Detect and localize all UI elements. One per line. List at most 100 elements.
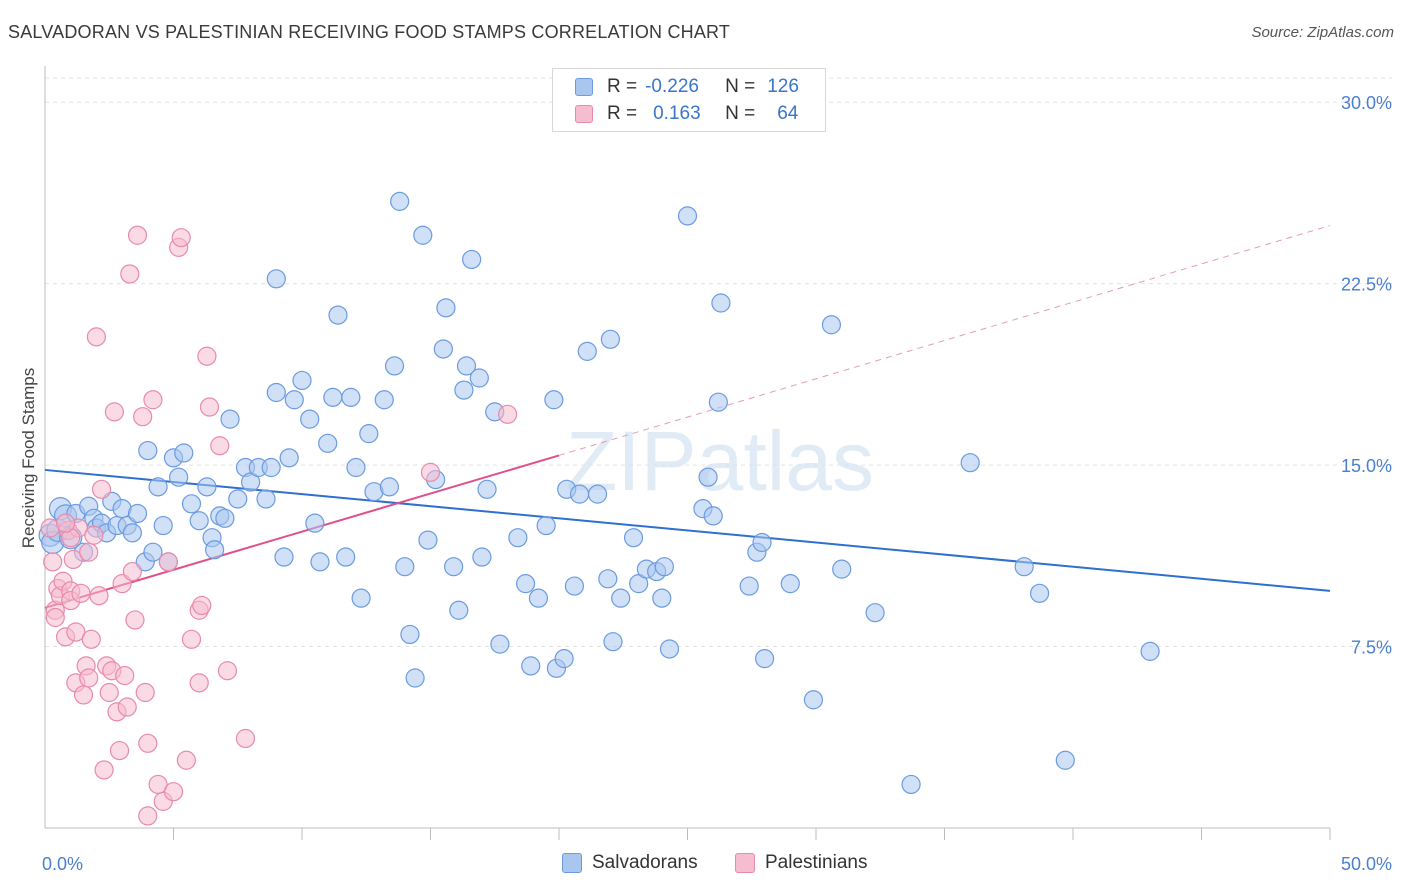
point-palestinians: [99, 682, 119, 703]
point-salvadorans: [1055, 750, 1075, 770]
point-palestinians: [55, 513, 76, 533]
point-salvadorans: [433, 339, 453, 359]
legend-row-palestinians: R = 0.163 N = 64: [575, 102, 798, 126]
point-salvadorans: [454, 380, 474, 400]
x-tick-label: 50.0%: [1341, 854, 1392, 874]
point-palestinians: [109, 740, 130, 761]
point-salvadorans: [328, 305, 348, 325]
r-value: 0.163: [653, 103, 701, 124]
point-palestinians: [181, 629, 202, 649]
point-salvadorans: [587, 484, 608, 504]
point-salvadorans: [300, 409, 320, 429]
point-palestinians: [86, 327, 107, 347]
point-salvadorans: [708, 392, 728, 412]
y-tick-label: 15.0%: [1341, 456, 1392, 476]
point-palestinians: [115, 665, 135, 686]
axes: [44, 66, 1331, 840]
point-salvadorans: [528, 588, 549, 608]
point-salvadorans: [169, 467, 189, 487]
point-salvadorans: [284, 390, 304, 410]
legend-swatch-palestinians: [735, 853, 755, 873]
point-salvadorans: [703, 506, 723, 526]
point-salvadorans: [780, 574, 800, 594]
x-tick-label: 0.0%: [42, 854, 83, 874]
point-palestinians: [133, 407, 153, 427]
legend-row-salvadorans: R = -0.226 N = 126: [575, 75, 799, 99]
point-salvadorans: [274, 547, 294, 567]
point-salvadorans: [205, 540, 225, 560]
point-palestinians: [163, 782, 184, 802]
point-salvadorans: [189, 511, 209, 531]
chart-title: SALVADORAN VS PALESTINIAN RECEIVING FOOD…: [8, 22, 731, 42]
point-salvadorans: [865, 603, 885, 623]
legend-item-palestinians[interactable]: Palestinians: [735, 852, 867, 874]
point-palestinians: [45, 607, 65, 628]
point-salvadorans: [611, 588, 631, 608]
point-salvadorans: [122, 523, 142, 543]
point-salvadorans: [521, 656, 541, 676]
point-palestinians: [117, 697, 137, 717]
point-palestinians: [104, 402, 124, 422]
point-salvadorans: [400, 624, 420, 645]
trend-line-palestinians-extension: [558, 225, 1331, 456]
point-salvadorans: [143, 542, 163, 562]
point-palestinians: [199, 397, 220, 417]
point-palestinians: [89, 586, 109, 606]
point-salvadorans: [603, 632, 623, 652]
stats-legend: R = -0.226 N = 126 R = 0.163 N = 64: [552, 68, 826, 132]
point-palestinians: [420, 462, 441, 482]
n-value: 126: [767, 76, 799, 97]
point-salvadorans: [739, 576, 759, 596]
legend-item-salvadorans[interactable]: Salvadorans: [562, 852, 698, 874]
point-salvadorans: [384, 356, 405, 376]
point-salvadorans: [336, 547, 356, 567]
legend-label: Salvadorans: [592, 852, 698, 873]
point-palestinians: [171, 228, 191, 248]
legend-swatch-salvadorans: [562, 853, 582, 873]
point-palestinians: [217, 661, 238, 681]
point-salvadorans: [220, 409, 240, 429]
point-palestinians: [125, 610, 145, 630]
point-salvadorans: [153, 515, 173, 536]
y-tick-label: 22.5%: [1341, 275, 1392, 295]
point-salvadorans: [279, 448, 299, 468]
y-axis-label: Receiving Food Stamps: [19, 368, 38, 548]
point-palestinians: [189, 673, 209, 693]
point-palestinians: [498, 404, 518, 424]
point-salvadorans: [569, 484, 590, 504]
point-salvadorans: [127, 503, 148, 524]
point-palestinians: [158, 552, 178, 572]
point-salvadorans: [600, 329, 621, 349]
point-salvadorans: [374, 390, 394, 410]
point-salvadorans: [1014, 557, 1034, 577]
point-salvadorans: [418, 530, 438, 550]
point-salvadorans: [677, 206, 698, 226]
grid-lines: [45, 77, 1392, 648]
point-salvadorans: [752, 532, 772, 553]
point-palestinians: [138, 806, 158, 826]
data-points: [38, 191, 1160, 826]
point-salvadorans: [472, 547, 492, 567]
point-palestinians: [94, 760, 114, 780]
point-salvadorans: [305, 513, 325, 533]
r-label: R =: [607, 76, 638, 97]
source-label: Source: ZipAtlas.com: [1251, 24, 1394, 41]
point-salvadorans: [598, 569, 618, 589]
point-salvadorans: [413, 225, 433, 245]
point-palestinians: [79, 542, 99, 562]
point-salvadorans: [318, 433, 338, 453]
point-salvadorans: [215, 508, 235, 528]
point-salvadorans: [266, 269, 286, 289]
point-salvadorans: [462, 249, 482, 270]
point-palestinians: [81, 629, 101, 649]
point-palestinians: [73, 685, 94, 705]
point-salvadorans: [490, 634, 510, 654]
point-salvadorans: [346, 457, 366, 478]
point-salvadorans: [266, 382, 286, 403]
point-salvadorans: [444, 557, 464, 577]
point-salvadorans: [711, 293, 731, 313]
point-palestinians: [122, 561, 142, 582]
point-salvadorans: [405, 668, 425, 688]
point-salvadorans: [1140, 641, 1160, 661]
